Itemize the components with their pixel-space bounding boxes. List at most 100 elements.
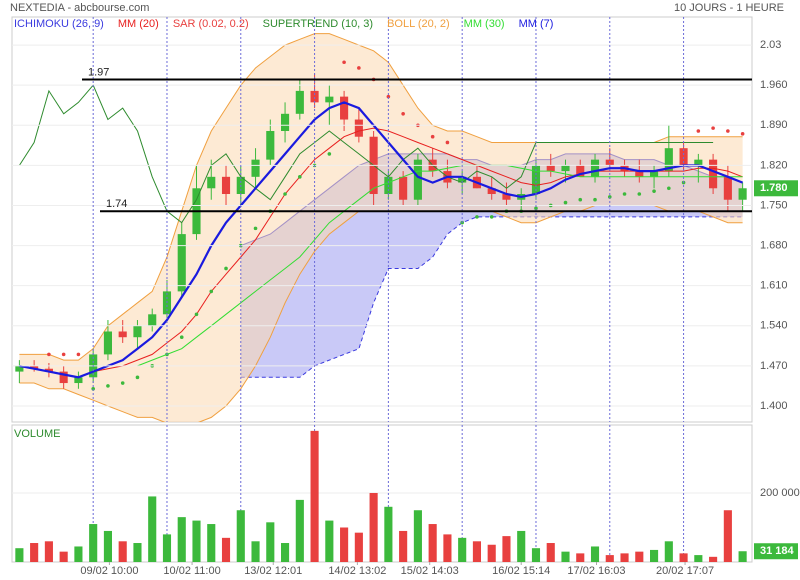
candle-body <box>251 159 260 177</box>
sar-dot <box>593 197 597 202</box>
candle-body <box>221 176 231 195</box>
sar-dot <box>76 352 81 357</box>
legend-item: MM (7) <box>519 18 554 30</box>
volume-frame <box>11 424 753 563</box>
candle-body <box>148 314 157 326</box>
volume-bar <box>738 551 747 562</box>
volume-bar <box>162 534 172 562</box>
volume-bar <box>295 499 304 562</box>
y-tick-label: 1.680 <box>760 239 788 251</box>
volume-bar <box>428 524 437 562</box>
volume-bar <box>59 551 68 562</box>
sar-dot <box>489 215 494 219</box>
sar-dot <box>637 192 642 196</box>
legend-item: SUPERTREND (10, 3) <box>263 18 373 30</box>
volume-bar <box>384 506 393 562</box>
volume-bar <box>221 537 231 562</box>
x-tick-label: 17/02 16:03 <box>567 565 625 577</box>
candle-body <box>59 371 68 384</box>
sar-dot <box>135 375 140 380</box>
sar-dot <box>342 60 346 65</box>
y-tick-label: 1.540 <box>760 320 788 332</box>
volume-bar <box>458 537 467 562</box>
candle-body <box>487 188 496 195</box>
volume-bar <box>605 555 614 562</box>
volume-bar <box>30 543 39 562</box>
volume-bar <box>133 543 142 562</box>
candle-body <box>399 176 408 200</box>
candle-body <box>295 90 304 114</box>
volume-bar <box>502 536 511 562</box>
sar-dot <box>357 66 361 70</box>
sar-dot <box>253 226 258 231</box>
y-tick-label: 1.960 <box>760 79 788 91</box>
last-value-box <box>754 543 798 560</box>
y-tick-label: 1.470 <box>760 360 788 372</box>
volume-bar <box>192 520 201 562</box>
x-tick-label: 09/02 10:00 <box>80 565 138 577</box>
legend-item: ICHIMOKU (26, 9) <box>14 18 104 30</box>
candle-body <box>354 119 363 137</box>
sar-dot <box>607 195 612 199</box>
sar-dot <box>652 189 656 193</box>
volume-bar <box>399 530 408 562</box>
volume-bar <box>103 530 112 562</box>
volume-bar <box>635 551 644 562</box>
candle-body <box>413 159 422 200</box>
sar-dot <box>283 192 287 196</box>
y-tick-label: 1.400 <box>760 400 788 412</box>
volume-bar <box>281 543 290 562</box>
sar-dot <box>91 386 95 391</box>
volume-bar <box>251 541 260 562</box>
sar-dot <box>47 352 51 357</box>
candle-body <box>15 365 24 372</box>
sar-dot <box>179 335 184 340</box>
candle-body <box>679 148 688 166</box>
legend-item: MM (30) <box>464 18 505 30</box>
candle-body <box>310 90 319 103</box>
volume-bar <box>650 549 659 562</box>
sar-dot <box>106 384 110 388</box>
candle-body <box>531 165 541 195</box>
sar-dot <box>711 126 715 130</box>
sar-dot <box>667 186 671 191</box>
price-frame <box>11 16 753 423</box>
candle-body <box>650 171 659 177</box>
volume-bar <box>443 534 452 562</box>
sar-dot <box>327 152 332 156</box>
y-tick-label: 200 000 <box>760 487 800 499</box>
candle-body <box>723 176 732 200</box>
sar-dot <box>430 134 435 139</box>
volume-bar <box>664 541 673 562</box>
sar-dot <box>386 94 391 99</box>
sar-dot <box>209 289 214 294</box>
y-tick-label: 1.820 <box>760 159 788 171</box>
reference-label: 1.74 <box>106 198 127 210</box>
candle-body <box>340 96 349 120</box>
x-tick-label: 15/02 14:03 <box>401 565 459 577</box>
volume-bar <box>89 524 98 562</box>
chart-subtitle: 10 JOURS - 1 HEURE <box>674 2 784 14</box>
last-value-label: 1.780 <box>760 182 788 194</box>
volume-bar <box>620 553 629 562</box>
indicator-line <box>19 101 744 379</box>
x-tick-label: 16/02 15:14 <box>492 565 550 577</box>
volume-title: VOLUME <box>14 428 60 440</box>
volume-bar <box>546 543 555 562</box>
volume-bar <box>709 556 718 562</box>
candle-body <box>177 234 186 292</box>
volume-bar <box>679 553 688 562</box>
reference-label: 1.97 <box>88 66 109 78</box>
candle-body <box>44 368 53 372</box>
sar-dot <box>475 215 479 219</box>
volume-bar <box>369 492 378 562</box>
candle-body <box>74 377 83 384</box>
volume-bar <box>340 527 349 562</box>
candle-body <box>709 159 718 189</box>
candle-body <box>590 159 600 177</box>
sar-dot <box>120 381 125 385</box>
legend-item: BOLL (20, 2) <box>387 18 450 30</box>
candle-body <box>266 130 275 160</box>
volume-bar <box>413 510 422 562</box>
volume-bar <box>723 510 732 562</box>
